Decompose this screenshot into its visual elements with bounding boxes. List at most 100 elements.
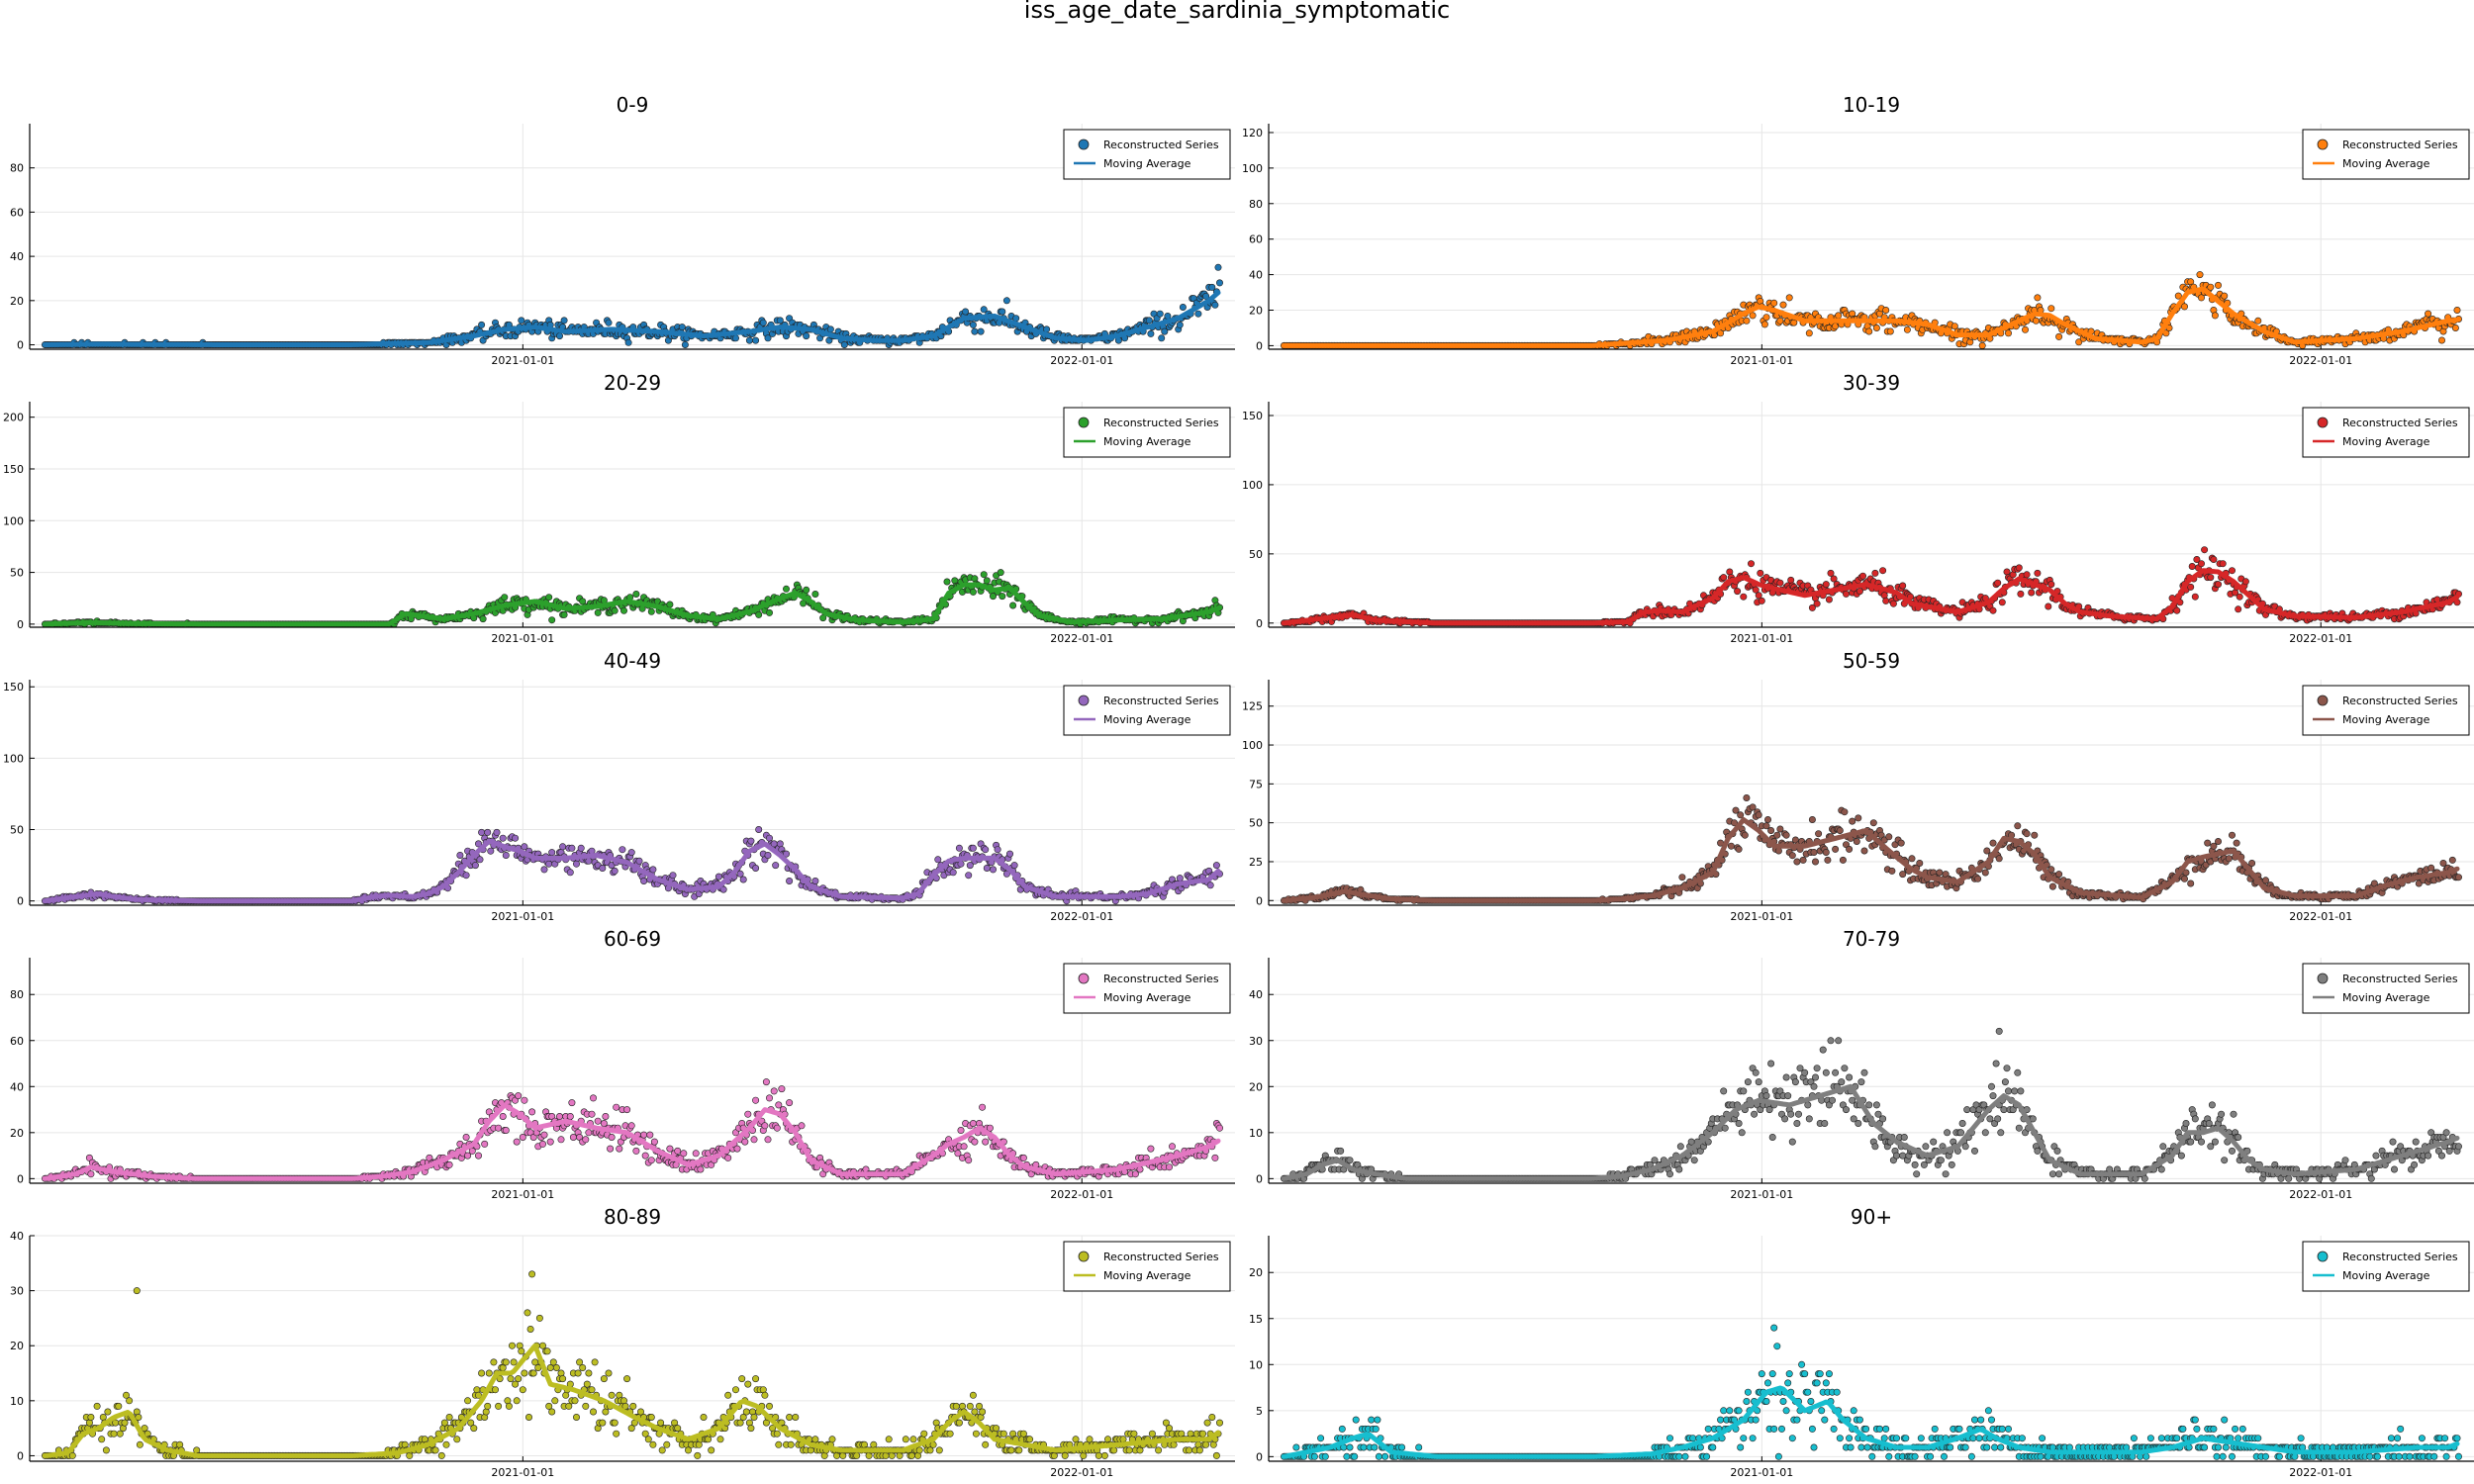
data-point — [2055, 332, 2063, 340]
data-point — [1757, 569, 1764, 577]
series-data — [1281, 793, 2463, 904]
moving-average-line — [1282, 568, 2460, 626]
y-tick-label: 150 — [3, 463, 24, 476]
data-point — [560, 317, 568, 325]
series-data — [1281, 546, 2463, 627]
data-point — [1727, 842, 1735, 850]
data-point — [2207, 574, 2215, 582]
legend-box — [1063, 685, 1231, 736]
legend-marker-series — [2317, 695, 2329, 706]
data-point — [2174, 292, 2182, 300]
data-point — [2204, 839, 2212, 847]
y-tick-label: 120 — [1242, 127, 1263, 139]
data-point — [966, 862, 974, 870]
data-point — [2427, 864, 2435, 872]
data-point — [1889, 600, 1897, 607]
data-point — [2207, 283, 2215, 291]
data-point — [997, 569, 1004, 577]
data-point — [949, 869, 957, 877]
data-point — [1176, 875, 1184, 882]
data-point — [980, 571, 988, 579]
data-point — [1741, 831, 1749, 839]
series-data — [1281, 271, 2463, 349]
subplot-title: 50-59 — [1843, 649, 1900, 673]
y-tick-label: 0 — [17, 339, 24, 352]
data-point — [1743, 317, 1751, 325]
data-point — [478, 321, 486, 328]
data-point — [627, 849, 635, 857]
data-point — [2023, 830, 2031, 838]
data-point — [1886, 327, 1894, 335]
x-tick-label: 2021-01-01 — [491, 632, 554, 645]
data-point — [1762, 314, 1770, 322]
data-point — [599, 864, 607, 872]
y-tick-label: 100 — [1242, 739, 1263, 752]
data-point — [2047, 581, 2055, 589]
data-point — [2262, 877, 2270, 884]
data-point — [1832, 845, 1840, 853]
x-tick-label: 2022-01-01 — [1050, 632, 1113, 645]
data-point — [1815, 830, 1823, 838]
legend-label-ma: Moving Average — [2342, 435, 2430, 448]
data-point — [736, 870, 744, 878]
data-point — [2248, 859, 2256, 867]
y-tick-label: 0 — [1256, 339, 1263, 352]
data-point — [1808, 603, 1816, 611]
data-point — [1810, 848, 1818, 856]
data-point — [518, 317, 525, 325]
data-point — [2215, 281, 2223, 289]
data-point — [632, 590, 640, 598]
data-point — [2193, 555, 2201, 563]
data-point — [2201, 546, 2209, 554]
y-tick-label: 150 — [1242, 410, 1263, 422]
y-tick-label: 100 — [3, 514, 24, 527]
data-point — [2451, 324, 2459, 331]
data-point — [1827, 569, 1835, 577]
data-point — [568, 844, 576, 852]
data-point — [2229, 831, 2236, 839]
legend-label-ma: Moving Average — [2342, 713, 2430, 726]
data-point — [1156, 310, 1164, 318]
data-point — [594, 608, 602, 616]
data-point — [2022, 325, 2030, 333]
data-point — [826, 325, 834, 333]
data-point — [1882, 306, 1890, 314]
data-point — [969, 588, 977, 596]
data-point — [1981, 869, 1989, 877]
data-point — [989, 866, 997, 874]
data-point — [2032, 317, 2040, 325]
data-point — [2023, 571, 2031, 579]
legend-label-series: Reconstructed Series — [2342, 695, 2458, 707]
series-data — [41, 263, 1224, 348]
data-point — [772, 862, 780, 870]
data-point — [1176, 321, 1184, 328]
y-tick-label: 40 — [10, 250, 24, 263]
y-tick-label: 20 — [10, 1127, 24, 1140]
data-point — [1846, 845, 1854, 853]
data-point — [957, 860, 965, 868]
data-point — [2181, 875, 2189, 882]
y-tick-label: 50 — [1249, 817, 1263, 830]
data-point — [618, 846, 626, 854]
y-tick-label: 20 — [10, 295, 24, 308]
x-tick-label: 2022-01-01 — [2289, 632, 2352, 645]
data-point — [1830, 575, 1838, 583]
data-point — [635, 857, 643, 865]
data-point — [2235, 605, 2242, 613]
data-point — [803, 586, 810, 594]
data-point — [559, 843, 567, 851]
data-point — [501, 594, 509, 602]
data-point — [2031, 831, 2039, 839]
data-point — [1010, 862, 1018, 870]
data-point — [1859, 572, 1867, 580]
data-point — [969, 321, 977, 328]
data-point — [462, 872, 470, 880]
data-point — [1799, 856, 1807, 864]
data-point — [2448, 856, 2456, 864]
data-point — [1755, 592, 1762, 600]
